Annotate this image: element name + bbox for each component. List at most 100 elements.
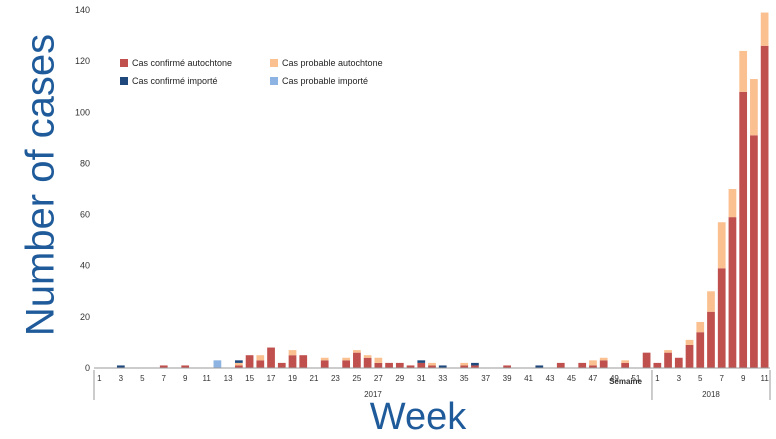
- bar-segment: [288, 355, 297, 368]
- bar-segment: [460, 365, 469, 368]
- bar-segment: [395, 362, 404, 368]
- bar-segment: [374, 357, 383, 363]
- bar-segment: [181, 365, 190, 368]
- x-tick-label: 11: [203, 374, 212, 383]
- bar-segment: [320, 357, 329, 361]
- bar-segment: [256, 360, 265, 368]
- bar-segment: [674, 357, 683, 368]
- bar-segment: [353, 350, 361, 353]
- x-tick-label: 49: [610, 374, 619, 383]
- x-tick-label: 5: [698, 374, 703, 383]
- x-tick-label: 19: [288, 374, 297, 383]
- x-tick-label: 27: [374, 374, 383, 383]
- x-tick-label: 9: [741, 374, 746, 383]
- y-axis-title: Number of cases: [18, 33, 63, 337]
- bar-segment: [234, 360, 243, 363]
- x-tick-label: 23: [331, 374, 340, 383]
- x-tick-label: 3: [119, 374, 124, 383]
- y-tick-label: 40: [80, 261, 90, 271]
- bar-segment: [685, 344, 694, 368]
- bar-segment: [256, 355, 265, 361]
- legend-swatch: [120, 77, 128, 85]
- x-tick-label: 45: [567, 374, 576, 383]
- bar-segment: [760, 45, 769, 369]
- x-tick-label: 25: [352, 374, 361, 383]
- bar-segment: [556, 362, 565, 368]
- x-tick-label: 33: [438, 374, 447, 383]
- bar-segment: [234, 362, 243, 366]
- year-label: 2017: [364, 390, 382, 399]
- y-tick-label: 80: [80, 158, 90, 168]
- bar-segment: [653, 362, 662, 368]
- x-tick-label: 39: [503, 374, 512, 383]
- bar-segment: [728, 217, 737, 368]
- x-tick-label: 15: [245, 374, 254, 383]
- legend-item-probable-autochtone: Cas probable autochtone: [270, 58, 383, 68]
- bar-segment: [750, 135, 758, 368]
- bar-segment: [535, 365, 544, 368]
- bar-segment: [685, 339, 694, 345]
- legend-swatch: [120, 59, 128, 67]
- bar-segment: [599, 360, 608, 368]
- year-label: 2018: [702, 390, 720, 399]
- bar-segment: [750, 79, 758, 136]
- bar-segment: [664, 350, 672, 353]
- x-tick-label: 47: [588, 374, 597, 383]
- x-tick-label: 31: [417, 374, 426, 383]
- bar-segment: [299, 355, 308, 368]
- bar-segment: [267, 347, 275, 368]
- bar-segment: [696, 321, 705, 333]
- bar-segment: [438, 365, 447, 368]
- y-tick-label: 0: [85, 363, 90, 373]
- bar-segment: [374, 362, 383, 368]
- bar-segment: [664, 352, 672, 368]
- x-tick-label: 7: [162, 374, 167, 383]
- bar-segment: [245, 355, 254, 368]
- bar-segment: [342, 357, 351, 361]
- x-tick-label: 1: [97, 374, 102, 383]
- legend-item-confirme-importe: Cas confirmé importé: [120, 76, 218, 86]
- bar-segment: [417, 362, 426, 368]
- bar-segment: [406, 365, 415, 368]
- bar-segment: [460, 362, 469, 366]
- bar-segment: [696, 332, 705, 368]
- bar-segment: [589, 360, 597, 366]
- bar-segment: [707, 311, 715, 368]
- bar-segment: [471, 365, 479, 368]
- bar-segment: [213, 360, 222, 368]
- bar-segment: [728, 189, 737, 218]
- x-axis-caption: Semaine: [609, 377, 642, 386]
- legend-item-probable-importe: Cas probable importé: [270, 76, 368, 86]
- bar-segment: [417, 360, 426, 363]
- bar-segment: [428, 365, 436, 368]
- x-tick-label: 41: [524, 374, 533, 383]
- x-tick-label: 51: [631, 374, 640, 383]
- bar-segment: [471, 362, 479, 366]
- bar-segment: [363, 357, 372, 368]
- bar-segment: [503, 365, 511, 368]
- y-tick-label: 120: [75, 56, 90, 66]
- bar-segment: [589, 365, 597, 368]
- x-tick-label: 1: [655, 374, 660, 383]
- legend-swatch: [270, 77, 278, 85]
- bar-segment: [578, 362, 587, 368]
- bar-segment: [717, 268, 726, 368]
- bar-segment: [342, 360, 351, 368]
- bar-segment: [159, 365, 168, 368]
- bar-segment: [642, 352, 651, 368]
- y-tick-label: 140: [75, 5, 90, 15]
- x-axis-title: Week: [369, 396, 467, 438]
- legend-label: Cas confirmé autochtone: [132, 58, 233, 68]
- y-tick-label: 100: [75, 107, 90, 117]
- bar-segment: [717, 222, 726, 269]
- bar-segment: [621, 360, 630, 363]
- x-tick-label: 35: [460, 374, 469, 383]
- legend-label: Cas probable autochtone: [282, 58, 383, 68]
- x-tick-label: 3: [677, 374, 682, 383]
- bar-segment: [428, 362, 436, 366]
- x-tick-label: 13: [224, 374, 233, 383]
- bar-segment: [739, 50, 748, 92]
- bar-segment: [760, 12, 769, 46]
- bar-segment: [363, 355, 372, 358]
